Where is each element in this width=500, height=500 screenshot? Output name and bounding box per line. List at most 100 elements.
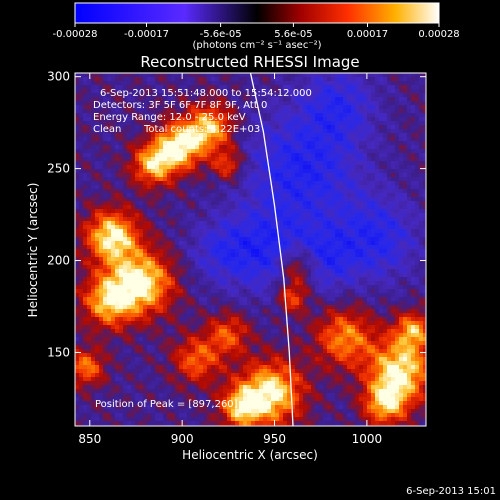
heatmap-cell bbox=[235, 409, 239, 413]
heatmap-cell bbox=[259, 205, 263, 209]
heatmap-cell bbox=[243, 393, 247, 397]
heatmap-cell bbox=[83, 149, 87, 153]
heatmap-cell bbox=[115, 281, 119, 285]
heatmap-cell bbox=[159, 117, 163, 121]
heatmap-cell bbox=[179, 173, 183, 177]
heatmap-cell bbox=[79, 145, 83, 149]
heatmap-cell bbox=[247, 277, 251, 281]
heatmap-cell bbox=[259, 305, 263, 309]
heatmap-cell bbox=[203, 397, 207, 401]
heatmap-cell bbox=[215, 229, 219, 233]
heatmap-cell bbox=[243, 197, 247, 201]
heatmap-cell bbox=[115, 393, 119, 397]
heatmap-cell bbox=[175, 397, 179, 401]
heatmap-cell bbox=[187, 277, 191, 281]
heatmap-cell bbox=[223, 361, 227, 365]
heatmap-cell bbox=[75, 365, 79, 369]
heatmap-cell bbox=[195, 89, 199, 93]
heatmap-cell bbox=[75, 169, 79, 173]
heatmap-cell bbox=[247, 177, 251, 181]
heatmap-cell bbox=[151, 301, 155, 305]
heatmap-cell bbox=[79, 405, 83, 409]
heatmap-cell bbox=[271, 293, 275, 297]
heatmap-cell bbox=[287, 209, 291, 213]
heatmap-cell bbox=[243, 297, 247, 301]
heatmap-cell bbox=[263, 413, 267, 417]
heatmap-cell bbox=[111, 257, 115, 261]
heatmap-cell bbox=[207, 329, 211, 333]
heatmap-cell bbox=[175, 269, 179, 273]
heatmap-cell bbox=[119, 397, 123, 401]
heatmap-cell bbox=[283, 129, 287, 133]
heatmap-cell bbox=[271, 309, 275, 313]
heatmap-cell bbox=[175, 121, 179, 125]
heatmap-cell bbox=[87, 297, 91, 301]
heatmap-cell bbox=[203, 373, 207, 377]
heatmap-cell bbox=[179, 369, 183, 373]
heatmap-cell bbox=[171, 253, 175, 257]
heatmap-cell bbox=[195, 137, 199, 141]
heatmap-cell bbox=[103, 253, 107, 257]
heatmap-cell bbox=[223, 93, 227, 97]
heatmap-cell bbox=[139, 417, 143, 421]
heatmap-cell bbox=[223, 77, 227, 81]
heatmap-cell bbox=[135, 101, 139, 105]
heatmap-cell bbox=[211, 365, 215, 369]
heatmap-cell bbox=[215, 97, 219, 101]
heatmap-cell bbox=[99, 121, 103, 125]
heatmap-cell bbox=[107, 401, 111, 405]
heatmap-cell bbox=[267, 141, 271, 145]
heatmap-cell bbox=[203, 381, 207, 385]
heatmap-cell bbox=[291, 93, 295, 97]
heatmap-cell bbox=[275, 285, 279, 289]
heatmap-cell bbox=[127, 137, 131, 141]
heatmap-cell bbox=[131, 253, 135, 257]
heatmap-cell bbox=[115, 97, 119, 101]
heatmap-cell bbox=[231, 169, 235, 173]
heatmap-cell bbox=[99, 97, 103, 101]
heatmap-cell bbox=[171, 193, 175, 197]
heatmap-cell bbox=[79, 181, 83, 185]
heatmap-cell bbox=[143, 153, 147, 157]
heatmap-cell bbox=[255, 285, 259, 289]
heatmap-cell bbox=[247, 305, 251, 309]
heatmap-cell bbox=[75, 417, 79, 421]
heatmap-cell bbox=[291, 309, 295, 313]
heatmap-cell bbox=[295, 377, 299, 381]
heatmap-cell bbox=[287, 257, 291, 261]
heatmap-cell bbox=[131, 393, 135, 397]
heatmap-cell bbox=[219, 185, 223, 189]
heatmap-cell bbox=[91, 261, 95, 265]
heatmap-cell bbox=[243, 73, 247, 77]
heatmap-cell bbox=[91, 213, 95, 217]
heatmap-cell bbox=[171, 329, 175, 333]
heatmap-cell bbox=[295, 309, 299, 313]
heatmap-cell bbox=[171, 325, 175, 329]
heatmap-cell bbox=[95, 265, 99, 269]
heatmap-cell bbox=[291, 321, 295, 325]
heatmap-cell bbox=[271, 273, 275, 277]
heatmap-cell bbox=[163, 153, 167, 157]
heatmap-cell bbox=[255, 125, 259, 129]
heatmap-cell bbox=[83, 369, 87, 373]
heatmap-cell bbox=[243, 289, 247, 293]
heatmap-cell bbox=[131, 289, 135, 293]
heatmap-cell bbox=[263, 365, 267, 369]
heatmap-cell bbox=[159, 73, 163, 77]
heatmap-cell bbox=[175, 305, 179, 309]
heatmap-cell bbox=[219, 93, 223, 97]
heatmap-cell bbox=[147, 417, 151, 421]
heatmap-cell bbox=[91, 401, 95, 405]
heatmap-cell bbox=[179, 233, 183, 237]
heatmap-cell bbox=[207, 77, 211, 81]
heatmap-cell bbox=[151, 313, 155, 317]
heatmap-cell bbox=[155, 89, 159, 93]
heatmap-cell bbox=[123, 201, 127, 205]
heatmap-cell bbox=[267, 373, 271, 377]
heatmap-cell bbox=[87, 273, 91, 277]
heatmap-cell bbox=[195, 161, 199, 165]
heatmap-cell bbox=[251, 345, 255, 349]
heatmap-cell bbox=[131, 197, 135, 201]
heatmap-cell bbox=[107, 377, 111, 381]
heatmap-cell bbox=[227, 345, 231, 349]
